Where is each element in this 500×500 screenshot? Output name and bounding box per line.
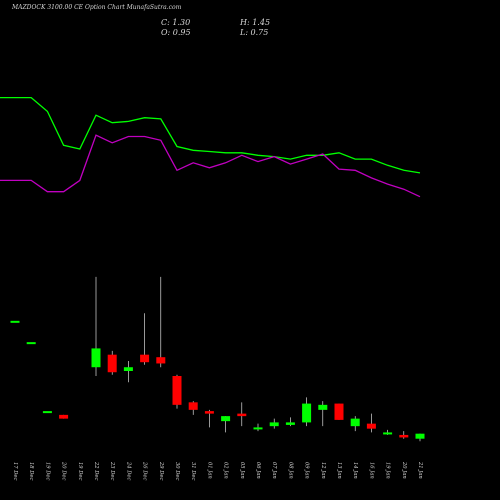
candle-body [237,413,247,417]
candle-body [253,427,263,430]
candle-body [366,423,376,429]
x-tick-label: 16 Jan [368,462,374,479]
candle-body [172,376,182,405]
candle-body [26,342,36,345]
candle-body [140,354,150,363]
x-tick-label: 19 Jan [385,462,391,479]
x-tick-label: 07 Jan [271,462,277,479]
x-tick-label: 05 Jan [239,462,245,479]
close-value: C: 1.30 [161,18,191,27]
candle-body [107,354,117,373]
high-value: H: 1.45 [240,18,271,27]
candle-body [42,411,52,414]
candle-body [350,418,360,427]
candle-body [285,422,295,425]
candle-body [123,367,133,371]
candle-body [10,320,20,323]
x-tick-label: 12 Jan [320,462,326,479]
candle-body [188,402,198,410]
x-tick-label: 13 Jan [336,462,342,479]
x-tick-label: 17 Dec [12,462,18,480]
x-tick-label: 20 Dec [61,461,67,480]
x-tick-label: 24 Dec [125,461,131,480]
x-tick-label: 22 Dec [93,461,99,480]
candle-body [269,422,279,427]
candle-body [399,434,409,438]
candle-body [334,403,344,420]
series-line-1 [0,96,421,174]
x-tick-label: 30 Dec [174,462,180,480]
x-tick-label: 01 Jan [206,462,212,479]
candle-body [415,433,425,439]
chart-title: MAZDOCK 3100.00 CE Option Chart MunafaSu… [12,4,182,11]
candle-body [302,403,312,423]
x-tick-label: 02 Jan [223,462,229,479]
x-tick-label: 21 Jan [417,461,423,479]
x-tick-label: 08 Jan [287,462,293,479]
candle-body [59,414,69,419]
low-value: L: 0.75 [240,28,269,37]
open-value: O: 0.95 [161,28,191,37]
x-tick-label: 31 Dec [190,462,196,480]
x-tick-label: 26 Dec [142,461,148,480]
candle-body [221,416,231,422]
candle-body [318,404,328,410]
x-tick-label: 09 Jan [304,462,310,479]
series-line-2 [0,134,421,198]
x-tick-label: 14 Jan [352,462,358,479]
x-tick-label: 23 Dec [109,461,115,480]
candle-body [91,348,101,368]
x-tick-label: 29 Dec [158,461,164,480]
x-tick-label: 20 Jan [401,461,407,479]
candle-body [204,411,214,414]
x-tick-label: 19 Dec [77,462,83,480]
candle-body [383,432,393,435]
x-tick-label: 06 Jan [255,462,261,479]
candle-body [156,357,166,364]
x-tick-label: 18 Dec [28,462,34,480]
x-tick-label: 19 Dec [44,462,50,480]
